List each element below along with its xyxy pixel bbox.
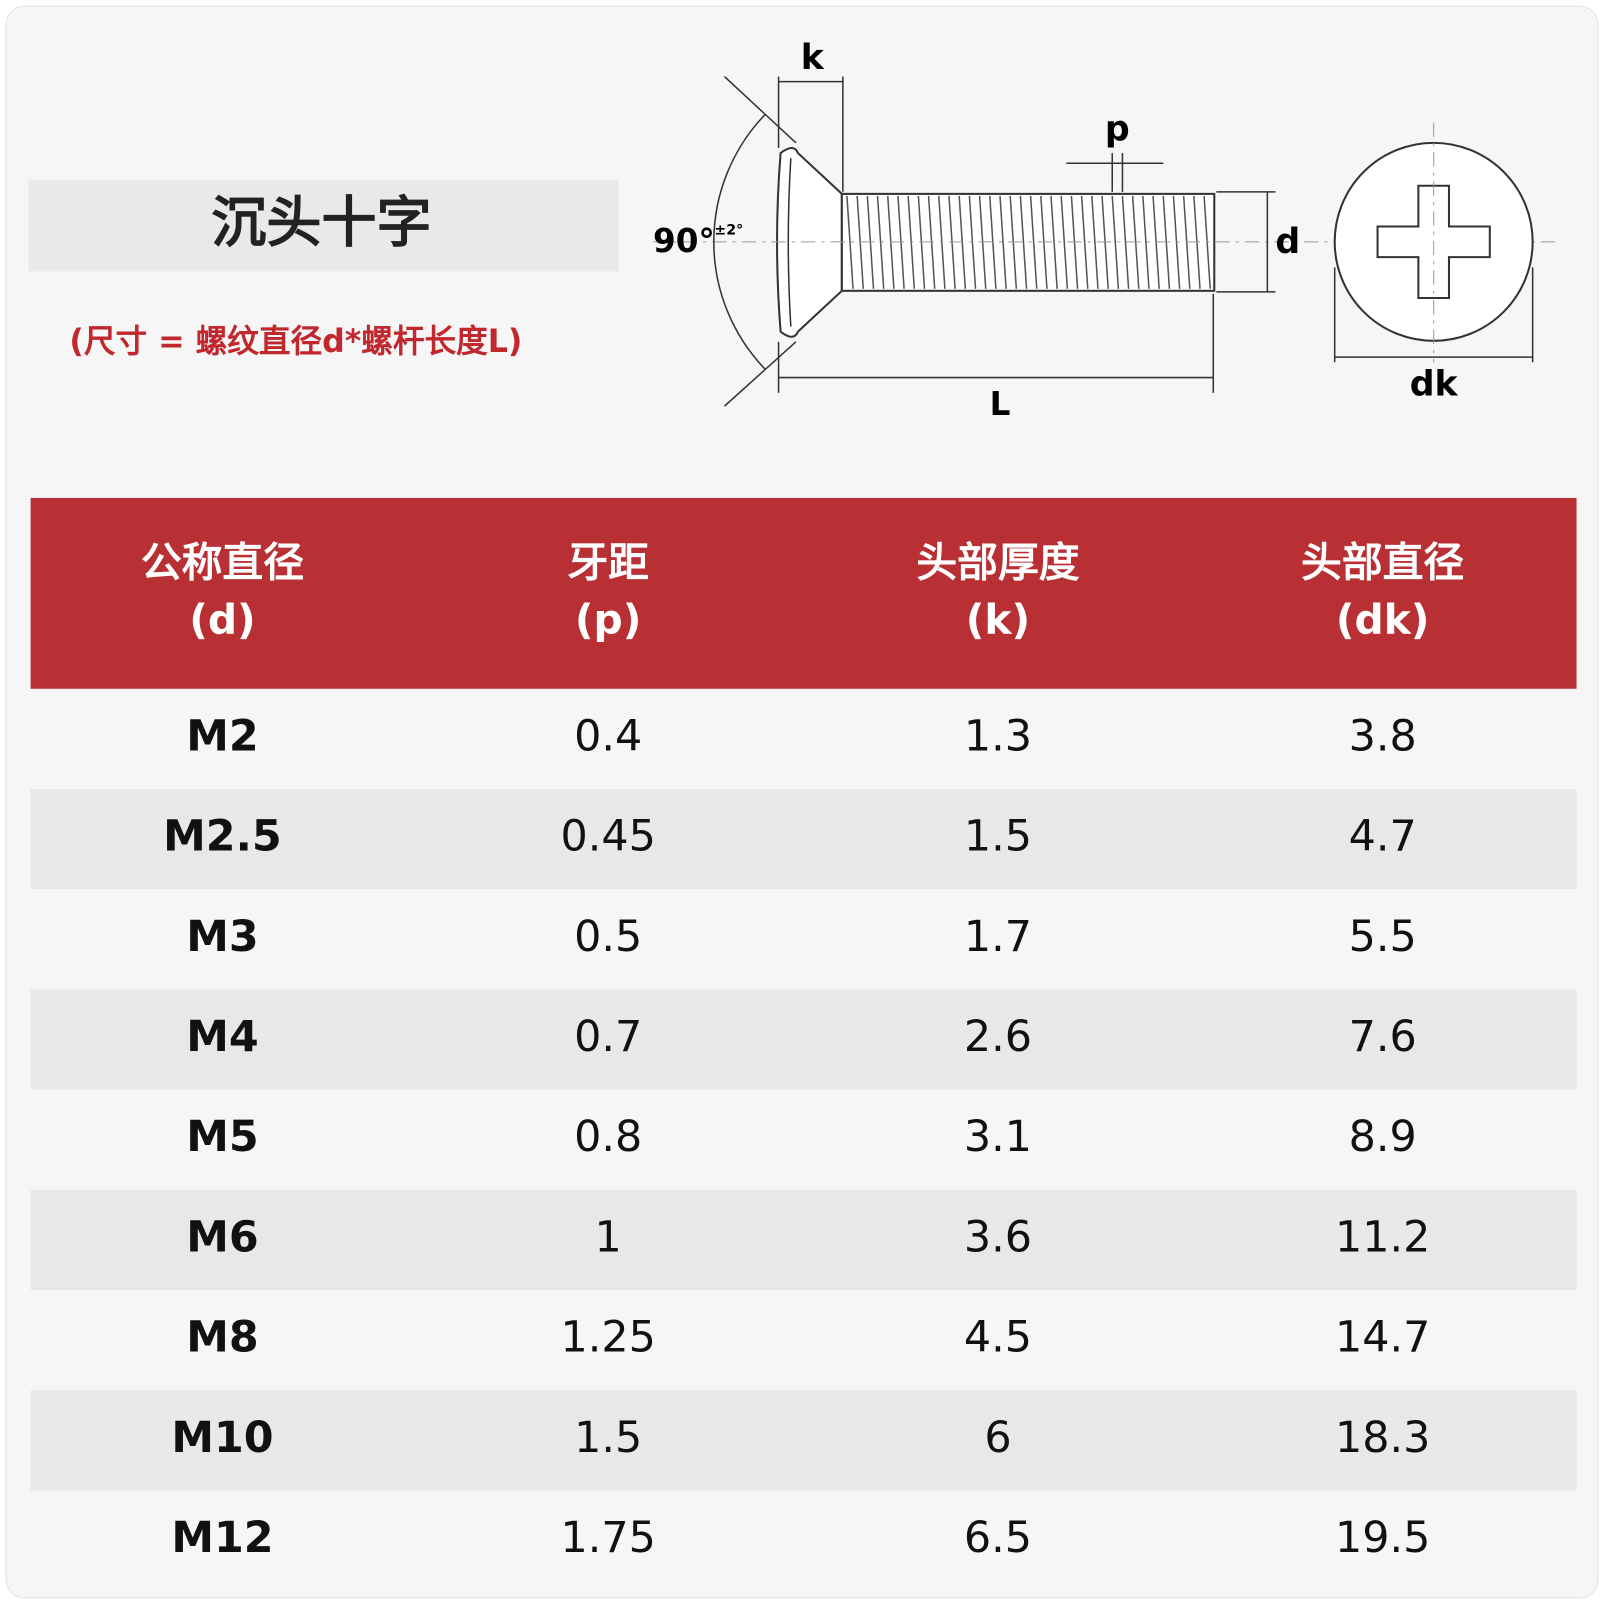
row-stripe (30, 788, 1577, 890)
row-header: M4 (186, 1012, 258, 1062)
label-d: d (1275, 222, 1300, 262)
thread (1029, 195, 1038, 289)
table-cell: 1 (595, 1212, 622, 1262)
row-header: M2 (186, 711, 258, 761)
table-cell: 2.6 (964, 1012, 1032, 1062)
thread (1080, 195, 1089, 289)
label-L: L (990, 385, 1011, 423)
thread (1060, 195, 1069, 289)
header-row (30, 497, 1577, 689)
column-header: 头部厚度 (916, 538, 1079, 586)
thread (1050, 195, 1058, 289)
title: 沉头十字 (211, 191, 431, 255)
table-cell: 4.5 (964, 1313, 1032, 1363)
table-cell: 1.5 (574, 1413, 642, 1463)
column-header: 牙距 (567, 538, 649, 586)
thread (1019, 195, 1028, 289)
thread (1111, 195, 1120, 289)
column-header: (k) (966, 595, 1030, 643)
title-box (28, 179, 619, 272)
row-header: M12 (171, 1513, 273, 1563)
row-header: M8 (186, 1313, 258, 1363)
row-header: M2.5 (163, 812, 282, 862)
row-stripe (30, 989, 1577, 1090)
thread (999, 195, 1007, 289)
table-cell: 0.5 (574, 912, 642, 962)
table-cell: 3.6 (964, 1212, 1032, 1262)
thread (1142, 195, 1150, 289)
table-cell: 0.45 (560, 812, 655, 862)
table-cell: 7.6 (1349, 1012, 1417, 1062)
label-p: p (1105, 110, 1130, 150)
table-cell: 6.5 (964, 1513, 1032, 1563)
label-k: k (801, 38, 825, 78)
table-cell: 1.5 (964, 812, 1032, 862)
table-cell: 8.9 (1349, 1112, 1417, 1162)
row-stripe (30, 1390, 1577, 1491)
screw-diagram: k p d L dk 90° ±2° (653, 38, 1562, 423)
column-header: 头部直径 (1301, 538, 1464, 586)
table-cell: 18.3 (1335, 1413, 1430, 1463)
table-cell: 1.7 (964, 912, 1032, 962)
column-header: (dk) (1336, 595, 1430, 643)
thread (1091, 195, 1099, 289)
table-cell: 3.8 (1349, 711, 1417, 761)
table-cell: 1.75 (560, 1513, 655, 1563)
table-cell: 0.4 (574, 711, 642, 761)
column-header: (d) (189, 595, 256, 643)
row-stripe (30, 1189, 1577, 1290)
row-header: M6 (186, 1212, 258, 1262)
table-cell: 4.7 (1349, 812, 1417, 862)
column-header: 公称直径 (141, 538, 304, 586)
label-tolerance: ±2° (714, 223, 743, 239)
row-header: M5 (186, 1112, 258, 1162)
size-note: (尺寸 = 螺纹直径d*螺杆长度L) (69, 324, 522, 360)
thread (1121, 195, 1130, 289)
table-cell: 1.25 (560, 1313, 655, 1363)
label-angle: 90° (653, 222, 715, 260)
table-cell: 0.7 (574, 1012, 642, 1062)
table-cell: 1.3 (964, 711, 1032, 761)
row-header: M3 (186, 912, 258, 962)
table-cell: 14.7 (1335, 1313, 1430, 1363)
table-cell: 5.5 (1349, 912, 1417, 962)
thread (846, 195, 854, 289)
column-header: (p) (575, 595, 641, 643)
table-cell: 0.8 (574, 1112, 642, 1162)
spec-table: 公称直径 (d) 牙距 (p) 头部厚度 (k) 头部直径 (dk) M2 0.4 1.3 3.8 M2… (30, 497, 1577, 1563)
table-cell: 19.5 (1335, 1513, 1430, 1563)
row-header: M10 (171, 1413, 273, 1463)
table-cell: 6 (984, 1413, 1011, 1463)
table-cell: 11.2 (1335, 1212, 1430, 1262)
label-dk: dk (1410, 365, 1459, 405)
table-cell: 3.1 (964, 1112, 1032, 1162)
